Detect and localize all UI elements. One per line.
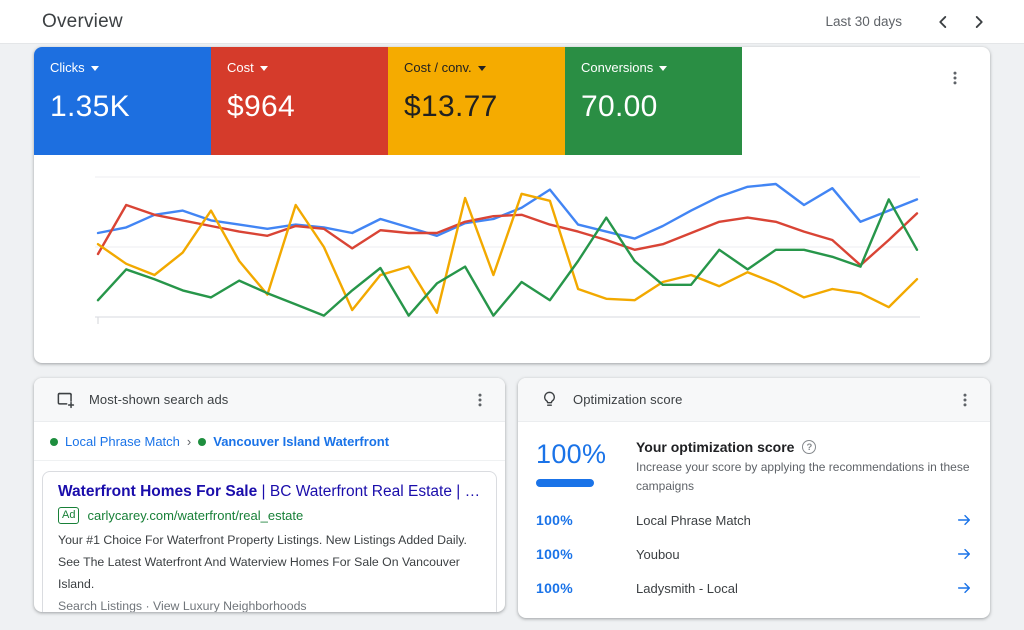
metric-value: $964 xyxy=(227,90,295,123)
metric-card-cost-per-conv[interactable]: Cost / conv. $13.77 xyxy=(388,47,565,155)
campaign-status-dot xyxy=(50,437,58,446)
breadcrumb-ad-group-link[interactable]: Vancouver Island Waterfront xyxy=(213,434,390,449)
row-campaign-label: Youbou xyxy=(636,546,680,562)
dropdown-caret-icon[interactable] xyxy=(659,66,668,71)
ad-preview: Waterfront Homes For Sale | BC Waterfron… xyxy=(42,471,497,612)
search-ads-card-header: Most-shown search ads xyxy=(34,378,505,422)
metric-value: 70.00 xyxy=(581,90,658,123)
breadcrumb-separator: › xyxy=(186,434,192,449)
metric-label: Cost / conv. xyxy=(404,60,472,75)
metric-label: Clicks xyxy=(50,60,85,75)
ad-badge: Ad xyxy=(58,507,80,524)
ad-url-row: Ad carlycarey.com/waterfront/real_estate xyxy=(58,507,481,524)
optimization-summary: 100% Your optimization score ? Increase … xyxy=(518,422,990,503)
chart-line-conversions xyxy=(96,198,919,317)
optimization-card-header: Optimization score xyxy=(518,378,990,422)
help-icon[interactable]: ? xyxy=(802,440,817,454)
metric-label: Conversions xyxy=(581,60,654,75)
chevron-left-icon xyxy=(932,11,954,33)
chart-line-clicks xyxy=(96,182,919,240)
optimization-score-card: Optimization score 100% Your optimizatio… xyxy=(518,378,990,618)
optimization-card-title: Optimization score xyxy=(573,392,683,407)
arrow-forward-icon[interactable] xyxy=(956,580,972,596)
ad-display-url: carlycarey.com/waterfront/real_estate xyxy=(87,508,304,523)
lightbulb-icon xyxy=(540,390,559,409)
bottom-cards-row: Most-shown search ads Local Phrase Match… xyxy=(34,378,990,618)
search-ads-card-title: Most-shown search ads xyxy=(89,392,229,407)
dropdown-caret-icon[interactable] xyxy=(477,66,486,71)
kebab-menu-icon xyxy=(946,69,964,87)
dropdown-caret-icon[interactable] xyxy=(259,66,268,71)
next-period-button[interactable] xyxy=(964,7,994,37)
row-score: 100% xyxy=(536,512,574,529)
breadcrumb-campaign-link[interactable]: Local Phrase Match xyxy=(65,434,180,449)
metric-strip: Clicks 1.35K Cost $964 Cost / conv. $13.… xyxy=(34,47,990,155)
metric-card-cost[interactable]: Cost $964 xyxy=(211,47,388,155)
row-score: 100% xyxy=(536,546,574,563)
optimization-description: Increase your score by applying the reco… xyxy=(636,460,970,493)
campaign-score-row[interactable]: 100% Local Phrase Match xyxy=(518,503,990,537)
kebab-menu-icon xyxy=(956,391,974,409)
optimization-card-menu-button[interactable] xyxy=(954,389,976,411)
campaign-score-row[interactable]: 100% Ladysmith - Local xyxy=(518,571,990,605)
row-campaign-label: Ladysmith - Local xyxy=(636,580,738,596)
date-range-label[interactable]: Last 30 days xyxy=(825,14,902,29)
breadcrumb: Local Phrase Match › Vancouver Island Wa… xyxy=(34,422,505,461)
previous-period-button[interactable] xyxy=(928,7,958,37)
dropdown-caret-icon[interactable] xyxy=(90,66,99,71)
page-title: Overview xyxy=(42,10,123,32)
metric-card-conversions[interactable]: Conversions 70.00 xyxy=(565,47,742,155)
arrow-forward-icon[interactable] xyxy=(956,546,972,562)
optimization-score-value: 100% xyxy=(536,439,607,469)
metric-label: Cost xyxy=(227,60,254,75)
ad-headline-link[interactable]: Waterfront Homes For Sale | BC Waterfron… xyxy=(58,483,481,501)
arrow-forward-icon[interactable] xyxy=(956,512,972,528)
ad-headline-secondary: | BC Waterfront Real Estate | Waterf… xyxy=(261,483,481,500)
chart-canvas xyxy=(95,176,920,324)
search-ad-frame-icon xyxy=(56,390,75,409)
overview-card-menu-button[interactable] xyxy=(944,67,966,89)
ad-description: Your #1 Choice For Waterfront Property L… xyxy=(58,533,467,591)
optimization-progress-bar xyxy=(536,479,594,487)
row-campaign-label: Local Phrase Match xyxy=(636,512,751,528)
row-score: 100% xyxy=(536,580,574,597)
ad-headline-primary: Waterfront Homes For Sale xyxy=(58,483,258,500)
search-ads-card-menu-button[interactable] xyxy=(469,389,491,411)
campaign-score-row[interactable]: 100% Youbou xyxy=(518,537,990,571)
chevron-right-icon xyxy=(968,11,990,33)
performance-trend-chart[interactable] xyxy=(95,169,920,327)
top-bar: Overview Last 30 days xyxy=(0,0,1024,44)
kebab-menu-icon xyxy=(471,391,489,409)
chart-line-cost-conv- xyxy=(96,192,919,315)
ad-sitelinks: Search Listings · View Luxury Neighborho… xyxy=(58,598,307,612)
most-shown-search-ads-card: Most-shown search ads Local Phrase Match… xyxy=(34,378,505,612)
chart-line-cost xyxy=(96,203,919,267)
optimization-headline: Your optimization score xyxy=(636,439,795,455)
metric-card-clicks[interactable]: Clicks 1.35K xyxy=(34,47,211,155)
overview-summary-card: Clicks 1.35K Cost $964 Cost / conv. $13.… xyxy=(34,47,990,363)
metric-value: $13.77 xyxy=(404,90,498,123)
ad-group-status-dot xyxy=(198,437,207,446)
metric-value: 1.35K xyxy=(50,90,130,123)
